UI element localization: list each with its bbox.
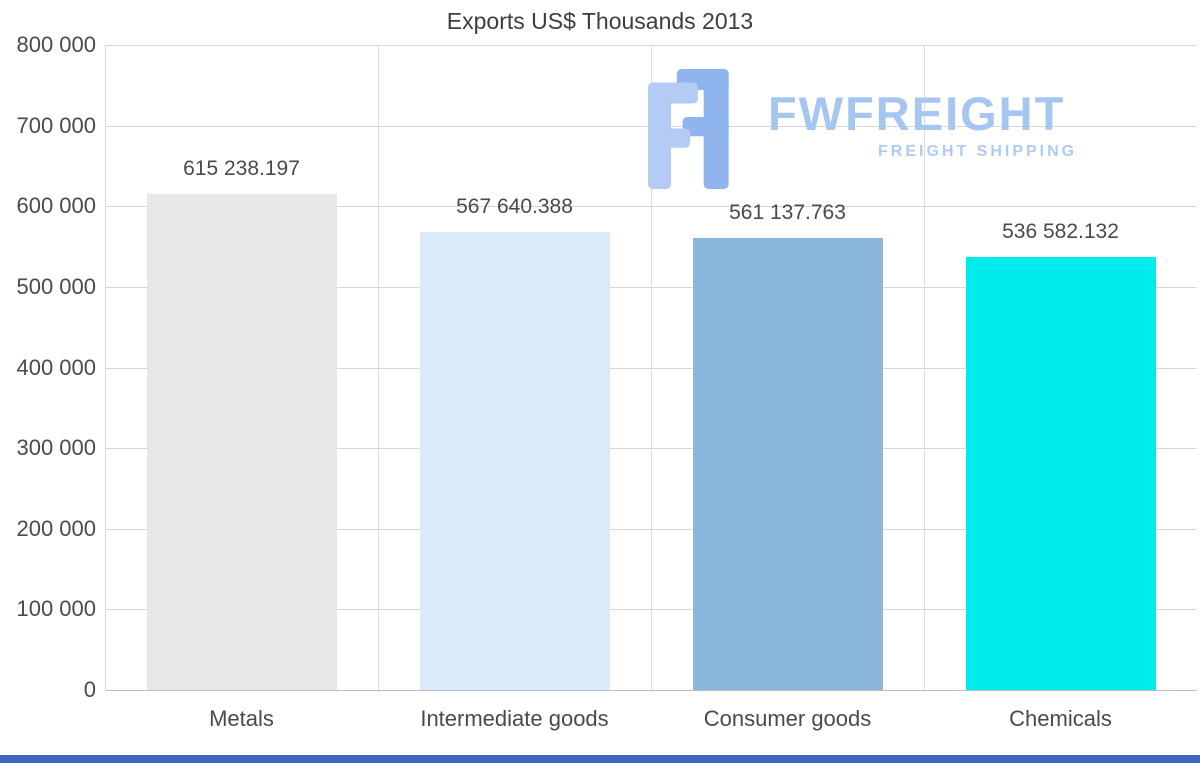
y-axis-tick-label: 600 000 bbox=[16, 193, 96, 219]
y-axis-tick-label: 800 000 bbox=[16, 32, 96, 57]
bar-chemicals bbox=[965, 257, 1156, 690]
watermark-logo: FWFREIGHT FREIGHT SHIPPING bbox=[648, 68, 1077, 190]
y-axis-tick-label: 0 bbox=[83, 677, 96, 702]
y-axis-tick-label: 200 000 bbox=[16, 515, 96, 541]
gridline-horizontal bbox=[105, 690, 1197, 691]
bar-metals bbox=[146, 193, 337, 690]
y-axis-line bbox=[105, 45, 106, 690]
gridline-vertical bbox=[651, 45, 652, 690]
x-axis-category-label: Consumer goods bbox=[703, 706, 872, 731]
bar-value-label: 561 137.763 bbox=[729, 200, 846, 224]
bar-value-label: 567 640.388 bbox=[456, 195, 573, 219]
plot-area bbox=[105, 45, 1197, 691]
bar-value-label: 615 238.197 bbox=[183, 156, 300, 180]
gridline-vertical bbox=[924, 45, 925, 690]
x-axis-category-label: Chemicals bbox=[1009, 706, 1112, 731]
y-axis-tick-label: 400 000 bbox=[16, 354, 96, 380]
gridline-vertical bbox=[378, 45, 379, 690]
bar-intermediate-goods bbox=[419, 232, 610, 690]
watermark-brand-text: FWFREIGHT bbox=[768, 87, 1066, 140]
bar-consumer-goods bbox=[692, 237, 883, 690]
y-axis-tick-label: 300 000 bbox=[16, 435, 96, 461]
y-axis-tick-label: 700 000 bbox=[16, 112, 96, 138]
x-axis-category-label: Intermediate goods bbox=[420, 706, 609, 731]
y-axis-tick-label: 100 000 bbox=[16, 596, 96, 622]
watermark-tagline-text: FREIGHT SHIPPING bbox=[878, 143, 1078, 160]
bar-value-label: 536 582.132 bbox=[1002, 220, 1119, 244]
watermark-text-block: FWFREIGHT FREIGHT SHIPPING bbox=[768, 90, 1077, 161]
chart-title: Exports US$ Thousands 2013 bbox=[446, 8, 754, 34]
x-axis-category-label: Metals bbox=[209, 706, 274, 731]
fwfreight-logo-icon bbox=[648, 69, 729, 189]
y-axis-tick-label: 500 000 bbox=[16, 273, 96, 299]
bottom-accent-bar bbox=[0, 755, 1200, 763]
